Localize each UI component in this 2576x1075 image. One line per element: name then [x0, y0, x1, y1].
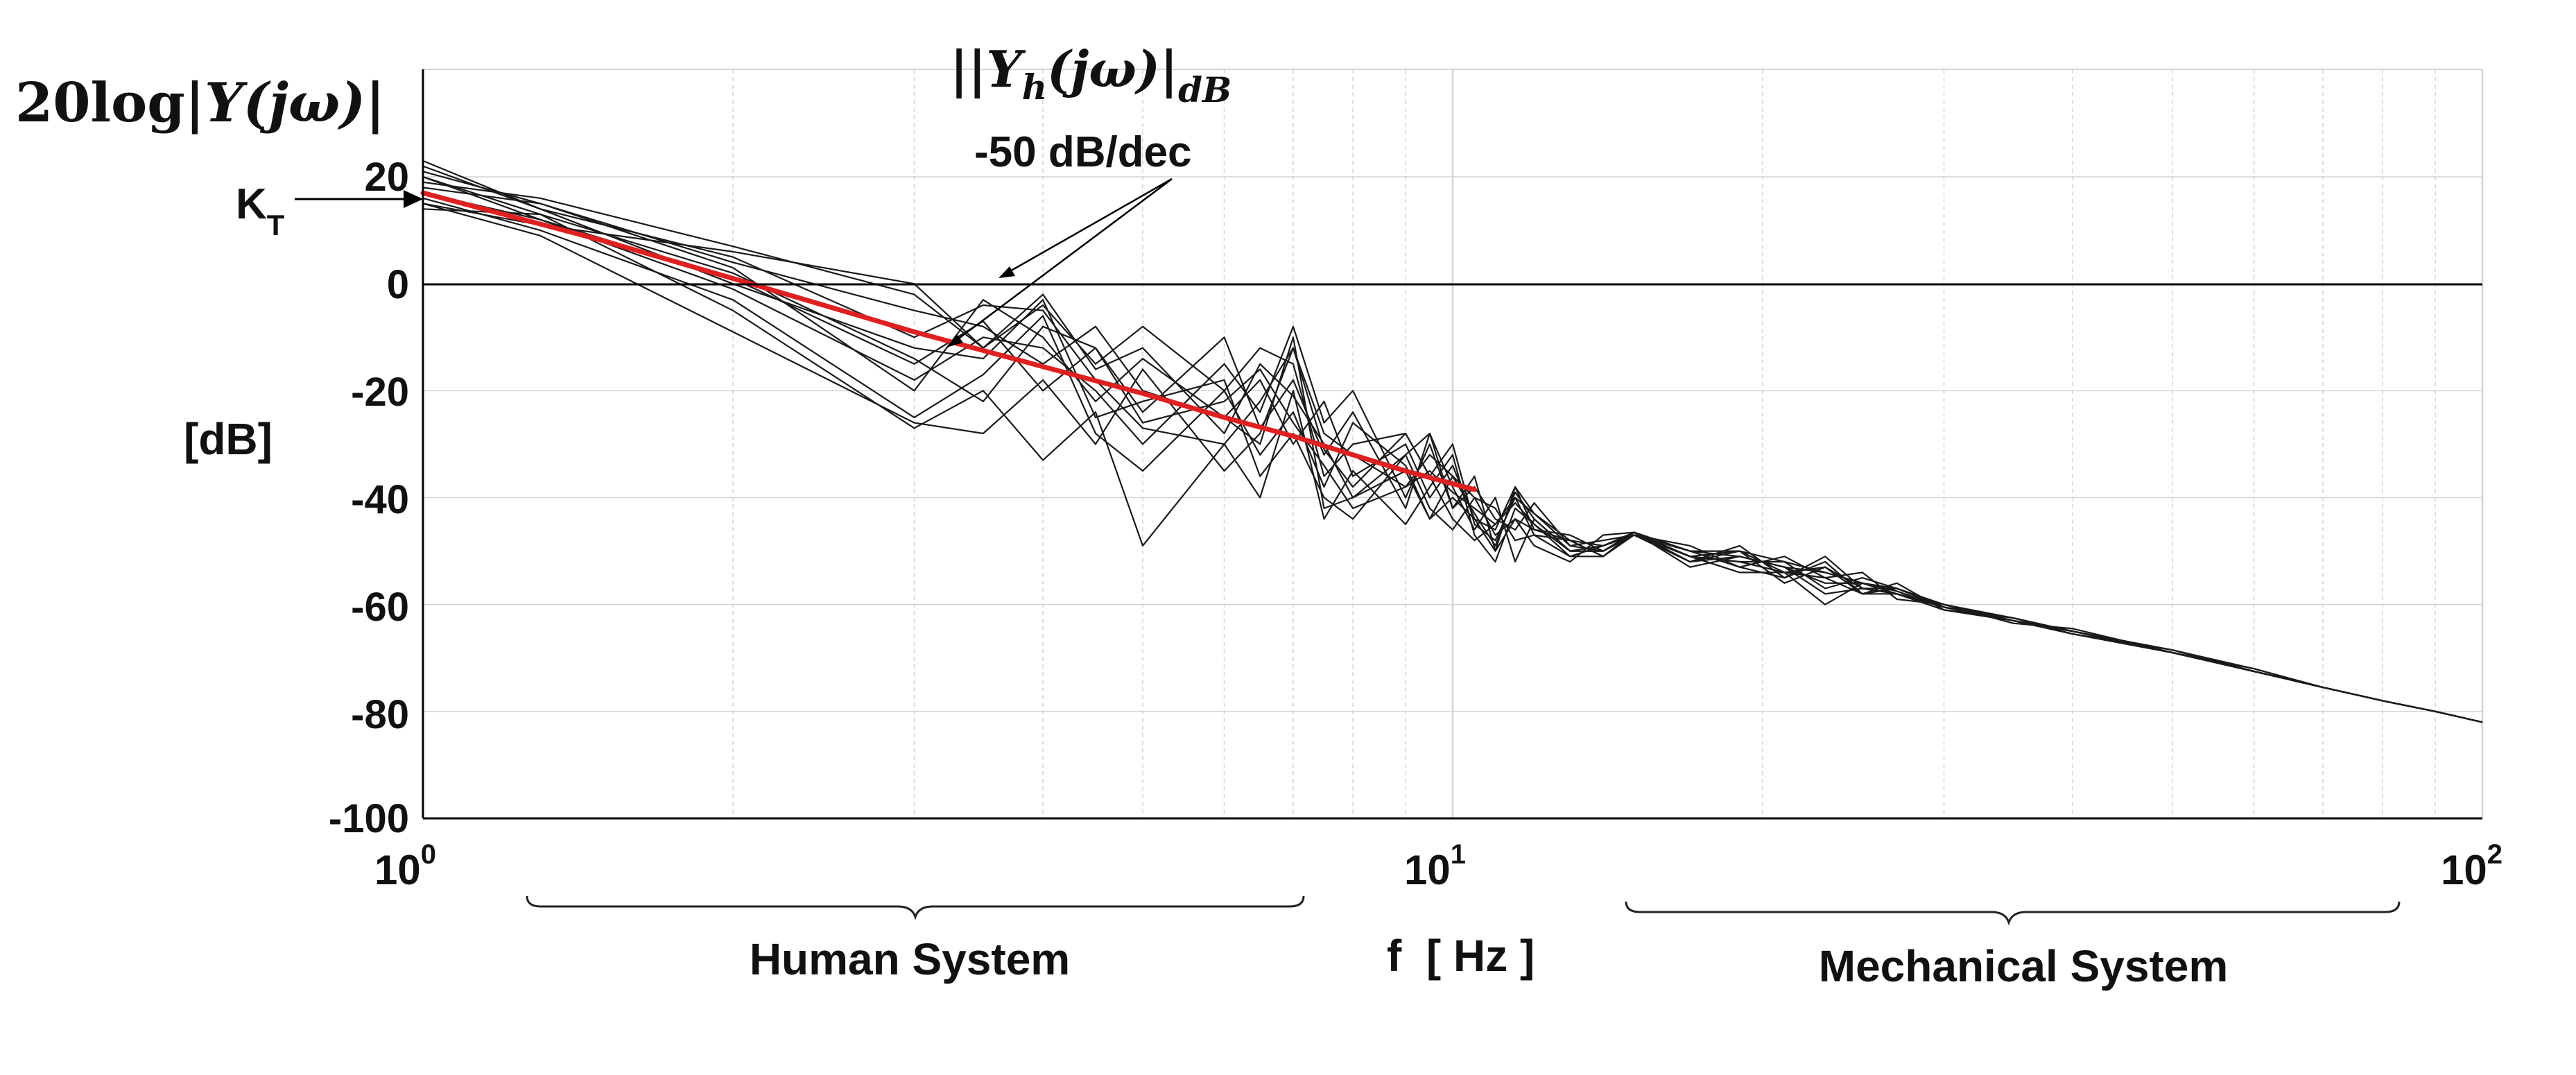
- measured-curve-line: [422, 187, 2483, 723]
- slope-annotation: -50 dB/dec: [974, 128, 1192, 176]
- kt-label: KT: [236, 180, 285, 241]
- slope-pointer-upper: [1008, 178, 1173, 273]
- x-tick-labels: 100 101 102: [374, 839, 2502, 893]
- y-tick-label: 0: [387, 262, 409, 307]
- human-system-brace: [526, 895, 1305, 920]
- y-tick-label: 20: [364, 155, 409, 200]
- x-tick-label: 101: [1404, 839, 1466, 893]
- measured-response-curves: [422, 160, 2483, 723]
- y-tick-label: -100: [329, 796, 409, 841]
- mechanical-system-label: Mechanical System: [1819, 941, 2229, 991]
- grid: [423, 69, 2484, 818]
- slope-pointer-lower: [956, 178, 1173, 341]
- model-curve-line: [420, 190, 1477, 492]
- y-axis-unit-label: [dB]: [184, 414, 273, 464]
- y-tick-label: -40: [351, 477, 409, 522]
- y-tick-label: -80: [351, 692, 409, 737]
- y-tick-label: -60: [351, 585, 409, 630]
- y-axis-label: 20log|Y(jω)|: [15, 71, 385, 135]
- measured-curve-line: [422, 175, 2483, 723]
- slope-pointer-lower-head: [946, 334, 963, 347]
- measured-curve-line: [422, 203, 2483, 723]
- x-axis-label: f [ Hz ]: [1387, 931, 1535, 981]
- x-tick-label: 100: [374, 839, 436, 893]
- slope-pointer-upper-head: [999, 266, 1015, 278]
- human-system-label: Human System: [750, 934, 1070, 984]
- x-tick-label: 102: [2441, 839, 2502, 893]
- y-tick-labels: 20 0 -20 -40 -60 -80 -100: [329, 155, 409, 841]
- kt-arrow-head: [404, 190, 423, 208]
- model-curve-label: ||Yh(jω)|dB: [950, 40, 1231, 110]
- y-tick-label: -20: [351, 370, 409, 415]
- mechanical-system-brace: [1625, 901, 2401, 926]
